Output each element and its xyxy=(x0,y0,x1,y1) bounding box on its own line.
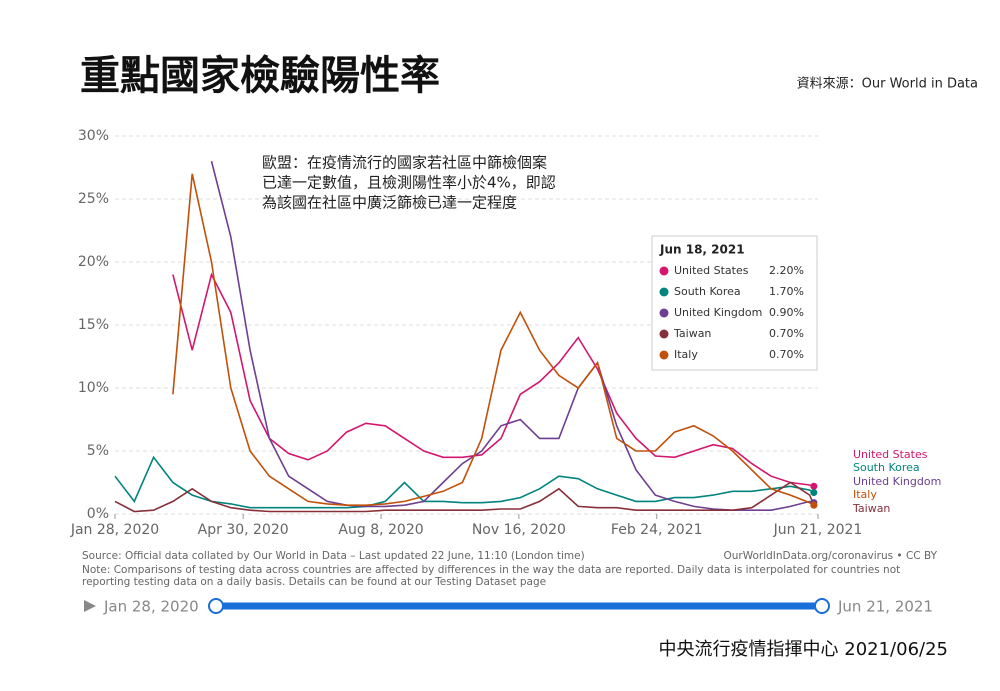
source-note: Source: Official data collated by Our Wo… xyxy=(82,550,585,562)
series-line xyxy=(114,455,815,509)
tooltip-dot xyxy=(659,329,669,339)
end-point xyxy=(810,501,818,509)
tooltip-date: Jun 18, 2021 xyxy=(659,243,745,257)
y-tick-label: 5% xyxy=(87,443,109,459)
end-label: United Kingdom xyxy=(853,475,941,488)
x-tick-label: Nov 16, 2020 xyxy=(472,522,566,538)
slider-end: Jun 21, 2021 xyxy=(837,598,933,616)
y-tick-label: 10% xyxy=(78,380,109,396)
y-tick-label: 0% xyxy=(87,506,109,522)
y-tick-label: 15% xyxy=(78,317,109,333)
slider-start: Jan 28, 2020 xyxy=(103,598,199,616)
footer: 中央流行疫情指揮中心 2021/06/25 xyxy=(659,639,948,660)
note: Note: Comparisons of testing data across… xyxy=(82,564,901,588)
tooltip-dot xyxy=(659,308,669,318)
x-tick-label: Jan 28, 2020 xyxy=(70,522,159,538)
title: 重點國家檢驗陽性率 xyxy=(80,53,440,99)
tooltip-value: 0.70% xyxy=(769,348,804,361)
series-line xyxy=(172,173,815,506)
annotation: 歐盟：在疫情流行的國家若社區中篩檢個案 xyxy=(262,154,547,172)
play-button[interactable] xyxy=(84,600,96,612)
end-label: South Korea xyxy=(853,461,920,474)
tooltip-name: Taiwan xyxy=(673,327,711,340)
x-tick-label: Aug 8, 2020 xyxy=(338,522,423,538)
tooltip-value: 2.20% xyxy=(769,264,804,277)
y-tick-label: 20% xyxy=(78,254,109,270)
source: 資料來源：Our World in Data xyxy=(797,77,978,92)
tooltip-dot xyxy=(659,287,669,297)
tooltip-value: 0.90% xyxy=(769,306,804,319)
tooltip-value: 1.70% xyxy=(769,285,804,298)
tooltip-name: Italy xyxy=(674,348,698,361)
slider-handle[interactable] xyxy=(208,598,224,614)
tooltip-dot xyxy=(659,266,669,276)
end-point xyxy=(810,482,818,490)
y-tick-label: 25% xyxy=(78,191,109,207)
x-tick-label: Feb 24, 2021 xyxy=(611,522,703,538)
tooltip-dot xyxy=(659,350,669,360)
tooltip-name: United Kingdom xyxy=(674,306,762,319)
series-line xyxy=(114,481,815,513)
license: OurWorldInData.org/coronavirus • CC BY xyxy=(723,550,937,562)
end-label: Taiwan xyxy=(852,502,890,515)
tooltip-value: 0.70% xyxy=(769,327,804,340)
y-tick-label: 30% xyxy=(78,128,109,144)
tooltip-name: United States xyxy=(674,264,749,277)
annotation: 為該國在社區中廣泛篩檢已達一定程度 xyxy=(262,194,517,212)
x-tick-label: Apr 30, 2020 xyxy=(198,522,289,538)
annotation: 已達一定數值，且檢測陽性率小於4%，即認 xyxy=(262,174,556,192)
slider-handle[interactable] xyxy=(814,598,830,614)
series-line xyxy=(172,272,815,488)
end-label: Italy xyxy=(853,488,877,501)
end-point xyxy=(810,489,818,497)
tooltip-name: South Korea xyxy=(674,285,741,298)
tooltip-box xyxy=(651,235,818,371)
end-label: United States xyxy=(853,448,928,461)
x-tick-label: Jun 21, 2021 xyxy=(773,522,863,538)
